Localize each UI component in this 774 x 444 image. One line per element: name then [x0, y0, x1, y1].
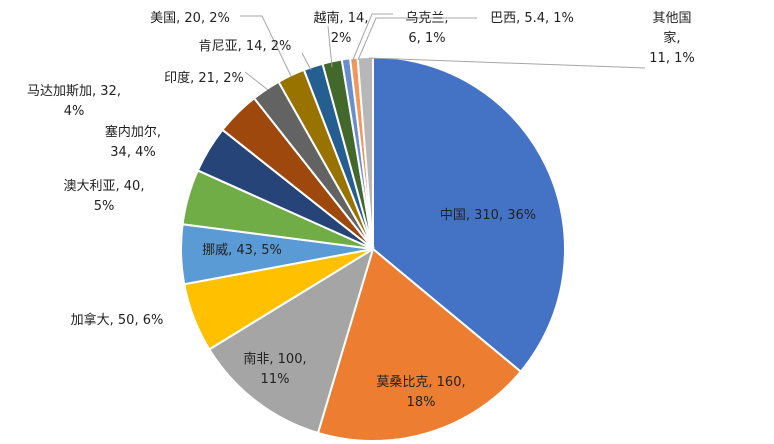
- leader-line: [368, 57, 646, 69]
- data-labels: 中国, 310, 36% 莫桑比克, 160, 18% 南非, 100, 11% 加拿大,…: [27, 10, 695, 410]
- slice-data-label: 印度, 21, 2%: [164, 70, 244, 86]
- leader-line: [351, 13, 393, 63]
- slice-data-label-line: 挪威, 43, 5%: [202, 243, 282, 258]
- slice-data-label-line: 塞内加尔,: [105, 124, 161, 140]
- pie-slice: [372, 55, 566, 374]
- slice-data-label: 马达加斯加, 32, 4%: [27, 84, 121, 119]
- slice-data-label-line: 美国, 20, 2%: [150, 11, 230, 26]
- pie-slice: [207, 246, 375, 435]
- leader-line: [244, 71, 269, 91]
- slice-data-label-line: 18%: [407, 395, 436, 410]
- slice-data-label: 莫桑比克, 160, 18%: [376, 375, 465, 410]
- slice-data-label-line: 11%: [261, 372, 290, 387]
- slice-data-label: 加拿大, 50, 6%: [71, 312, 164, 328]
- slice-data-label-line: 34, 4%: [110, 145, 155, 160]
- slice-data-label-line: 6, 1%: [408, 31, 445, 46]
- slice-data-label-line: 11, 1%: [649, 51, 694, 66]
- slice-data-label: 乌克兰, 6, 1%: [405, 10, 448, 46]
- slice-data-label-line: 其他国: [652, 11, 691, 26]
- leader-line: [240, 15, 292, 77]
- slice-data-label: 澳大利亚, 40, 5%: [64, 178, 145, 214]
- slice-data-label-line: 4%: [64, 104, 85, 119]
- slice-data-label-line: 越南, 14,: [314, 10, 369, 26]
- slice-data-label-line: 5%: [94, 199, 115, 214]
- leader-line: [327, 25, 333, 68]
- leader-line: [357, 17, 477, 61]
- slice-data-label: 中国, 310, 36%: [440, 208, 536, 223]
- slice-data-label-line: 2%: [331, 31, 352, 46]
- slice-data-label-line: 加拿大, 50, 6%: [71, 312, 164, 328]
- slice-data-label-line: 乌克兰,: [405, 10, 448, 26]
- slice-data-label: 巴西, 5.4, 1%: [490, 11, 574, 26]
- slice-data-label: 南非, 100, 11%: [243, 351, 306, 387]
- slice-data-label: 塞内加尔, 34, 4%: [105, 124, 161, 160]
- slice-data-label: 挪威, 43, 5%: [202, 243, 282, 258]
- slice-data-label-line: 肯尼亚, 14, 2%: [199, 39, 292, 54]
- slice-data-label-line: 家,: [663, 30, 680, 46]
- slice-data-label: 其他国家, 11, 1%: [649, 11, 694, 66]
- slice-data-label-line: 巴西, 5.4, 1%: [490, 11, 574, 26]
- slice-data-label-line: 澳大利亚, 40,: [64, 178, 145, 194]
- slice-data-label: 越南, 14, 2%: [314, 10, 369, 46]
- pie-slices: [180, 55, 566, 443]
- leader-line: [301, 52, 312, 71]
- slice-data-label-line: 马达加斯加, 32,: [27, 84, 121, 99]
- slice-data-label-line: 中国, 310, 36%: [440, 208, 536, 223]
- slice-data-label-line: 印度, 21, 2%: [164, 70, 244, 86]
- slice-data-label: 肯尼亚, 14, 2%: [199, 39, 292, 54]
- slice-data-label-line: 莫桑比克, 160,: [376, 375, 465, 390]
- pie-slice: [316, 247, 523, 443]
- pie-slice: [356, 55, 374, 250]
- slice-data-label: 美国, 20, 2%: [150, 11, 230, 26]
- slice-data-label-line: 南非, 100,: [243, 351, 306, 367]
- leader-lines: [240, 13, 646, 91]
